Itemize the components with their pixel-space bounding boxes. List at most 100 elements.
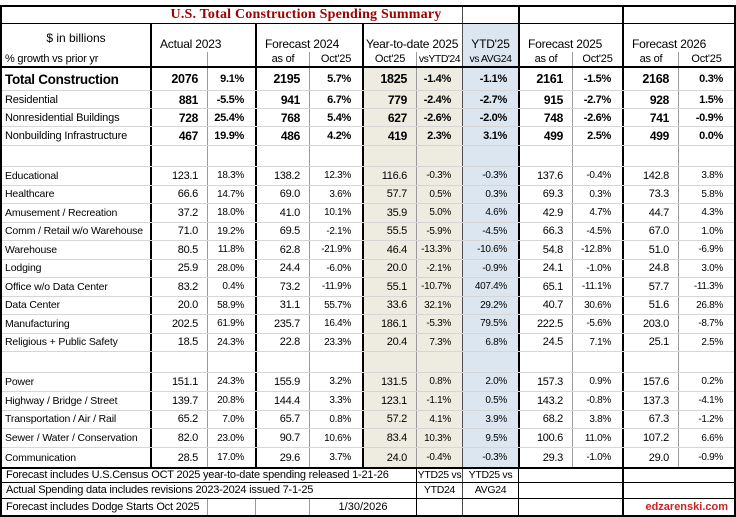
cell[interactable]: -8.7% — [678, 315, 734, 333]
cell[interactable] — [150, 146, 207, 166]
row-label[interactable]: Sewer / Water / Conservation — [5, 432, 138, 445]
cell[interactable]: 54.8 — [518, 241, 572, 259]
cell[interactable]: 3.8% — [678, 167, 734, 185]
cell[interactable]: -5.3% — [416, 315, 462, 333]
cell[interactable]: -0.9% — [678, 448, 734, 467]
cell[interactable]: 80.5 — [150, 241, 207, 259]
cell[interactable]: -13.3% — [416, 241, 462, 259]
cell[interactable]: 6.7% — [309, 91, 362, 108]
cell[interactable]: -1.4% — [416, 68, 462, 90]
cell[interactable]: 2.3% — [416, 127, 462, 145]
footer-note-census[interactable]: Forecast includes U.S.Census OCT 2025 ye… — [6, 469, 389, 482]
cell[interactable]: 2076 — [150, 68, 207, 90]
cell[interactable]: 467 — [150, 127, 207, 145]
cell[interactable]: 139.7 — [150, 391, 207, 410]
row-label[interactable]: Data Center — [5, 299, 60, 312]
cell[interactable]: -0.3% — [416, 167, 462, 185]
cell[interactable]: 61.9% — [207, 315, 255, 333]
cell[interactable]: 35.9 — [362, 204, 416, 222]
cell[interactable]: -1.1% — [416, 391, 462, 410]
cell[interactable]: 23.3% — [309, 333, 362, 351]
cell[interactable]: 123.1 — [150, 167, 207, 185]
cell[interactable]: 0.9% — [572, 373, 622, 391]
cell[interactable]: -10.6% — [462, 241, 518, 259]
cell[interactable]: 499 — [518, 127, 572, 145]
cell[interactable]: -11.9% — [309, 278, 362, 296]
cell[interactable]: -2.0% — [462, 109, 518, 126]
cell[interactable]: -0.4% — [572, 167, 622, 185]
cell[interactable]: 57.7 — [622, 278, 678, 296]
cell[interactable]: -11.1% — [572, 278, 622, 296]
cell[interactable]: -1.0% — [572, 259, 622, 277]
header-group-actual-2023[interactable]: Actual 2023 — [150, 24, 255, 52]
cell[interactable]: 779 — [362, 91, 416, 108]
cell[interactable]: 5.0% — [416, 204, 462, 222]
footer-note-revisions[interactable]: Actual Spending data includes revisions … — [6, 484, 314, 497]
cell[interactable]: 25.9 — [150, 259, 207, 277]
cell[interactable]: 3.7% — [309, 448, 362, 467]
cell[interactable]: 65.1 — [518, 278, 572, 296]
title-row-blank-1[interactable] — [462, 7, 518, 23]
row-label[interactable]: Residential — [5, 93, 58, 106]
cell[interactable]: 83.2 — [150, 278, 207, 296]
cell[interactable]: 5.8% — [678, 185, 734, 203]
row-label[interactable]: Amusement / Recreation — [5, 206, 118, 219]
row-label[interactable]: Warehouse — [5, 243, 57, 256]
cell[interactable]: 69.5 — [255, 222, 309, 240]
cell[interactable] — [255, 146, 309, 166]
header-group-ytd-2025[interactable]: Year-to-date 2025 — [362, 24, 462, 52]
cell[interactable]: 157.3 — [518, 373, 572, 391]
cell[interactable]: 4.6% — [462, 204, 518, 222]
cell[interactable]: -21.9% — [309, 241, 362, 259]
cell[interactable]: 116.6 — [362, 167, 416, 185]
cell[interactable]: 748 — [518, 109, 572, 126]
cell[interactable]: 46.4 — [362, 241, 416, 259]
cell[interactable]: 0.8% — [309, 410, 362, 429]
cell[interactable]: 69.3 — [518, 185, 572, 203]
cell[interactable]: -5.5% — [207, 91, 255, 108]
cell[interactable]: 37.2 — [150, 204, 207, 222]
cell[interactable]: 51.0 — [622, 241, 678, 259]
cell[interactable]: -6.0% — [309, 259, 362, 277]
cell[interactable]: 9.5% — [462, 429, 518, 448]
cell[interactable]: 0.4% — [207, 278, 255, 296]
cell[interactable]: -6.9% — [678, 241, 734, 259]
cell[interactable]: 131.5 — [362, 373, 416, 391]
cell[interactable] — [362, 352, 416, 372]
row-label[interactable]: Healthcare — [5, 188, 55, 201]
cell[interactable]: 26.8% — [678, 296, 734, 314]
cell[interactable]: 42.9 — [518, 204, 572, 222]
cell[interactable]: -0.3% — [462, 448, 518, 467]
cell[interactable]: 11.8% — [207, 241, 255, 259]
page-title[interactable]: U.S. Total Construction Spending Summary — [170, 7, 442, 22]
row-label[interactable] — [2, 352, 150, 372]
cell[interactable]: 137.3 — [622, 391, 678, 410]
footer-r2-blank-1[interactable] — [518, 482, 622, 498]
title-row-blank-left[interactable] — [2, 7, 150, 23]
cell[interactable]: 627 — [362, 109, 416, 126]
cell[interactable] — [416, 146, 462, 166]
cell[interactable]: 3.1% — [462, 127, 518, 145]
cell[interactable]: 137.6 — [518, 167, 572, 185]
footer-r2-blank-2[interactable] — [622, 482, 734, 498]
cell[interactable]: 28.5 — [150, 448, 207, 467]
row-label[interactable]: Transportation / Air / Rail — [5, 413, 117, 426]
cell[interactable] — [309, 146, 362, 166]
row-label[interactable]: Highway / Bridge / Street — [5, 394, 118, 407]
cell[interactable]: 55.1 — [362, 278, 416, 296]
cell[interactable] — [362, 146, 416, 166]
footer-site-link[interactable]: edzarenski.com — [622, 498, 734, 515]
cell[interactable]: 25.4% — [207, 109, 255, 126]
cell[interactable]: 33.6 — [362, 296, 416, 314]
cell[interactable]: 90.7 — [255, 429, 309, 448]
cell[interactable]: 19.9% — [207, 127, 255, 145]
cell[interactable]: 24.5 — [518, 333, 572, 351]
cell[interactable]: 499 — [622, 127, 678, 145]
cell[interactable]: -2.7% — [462, 91, 518, 108]
cell[interactable]: 29.0 — [622, 448, 678, 467]
cell[interactable]: 5.7% — [309, 68, 362, 90]
header-sub-f25-oct[interactable]: Oct'25 — [572, 52, 622, 66]
cell[interactable]: 23.0% — [207, 429, 255, 448]
footer-note-dodge[interactable]: Forecast includes Dodge Starts Oct 2025 — [6, 500, 200, 513]
cell[interactable]: 2161 — [518, 68, 572, 90]
